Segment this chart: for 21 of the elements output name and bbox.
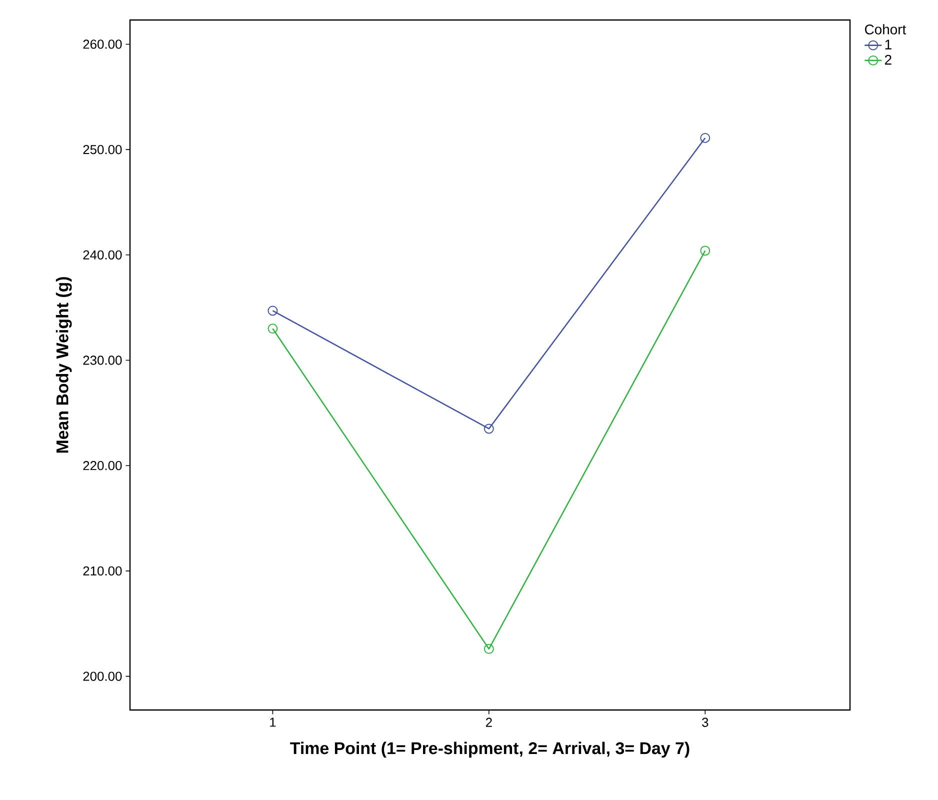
y-axis-title: Mean Body Weight (g) — [56, 277, 72, 453]
legend-title: Cohort — [865, 24, 906, 34]
point — [484, 644, 494, 654]
y-tick-label: 240.00 — [83, 250, 122, 260]
point — [268, 306, 278, 316]
point — [268, 324, 278, 334]
point — [700, 246, 710, 256]
y-tick-label: 250.00 — [83, 144, 122, 154]
y-tick-label: 200.00 — [83, 672, 122, 681]
y-tick-label: 260.00 — [83, 40, 122, 49]
x-tick-label: 1 — [270, 718, 276, 727]
y-tick-label: 210.00 — [83, 566, 122, 576]
x-tick-label: 3 — [702, 718, 708, 727]
y-tick-label: 230.00 — [83, 356, 122, 365]
y-tick-label: 220.00 — [83, 461, 122, 470]
legend-label: 2 — [885, 54, 892, 65]
legend-label: 1 — [885, 40, 892, 50]
point — [484, 424, 494, 434]
x-tick-label: 2 — [486, 718, 492, 727]
x-axis-title: Time Point (1= Pre-shipment, 2= Arrival, 3= Day 7) — [290, 742, 690, 758]
point — [700, 132, 710, 143]
